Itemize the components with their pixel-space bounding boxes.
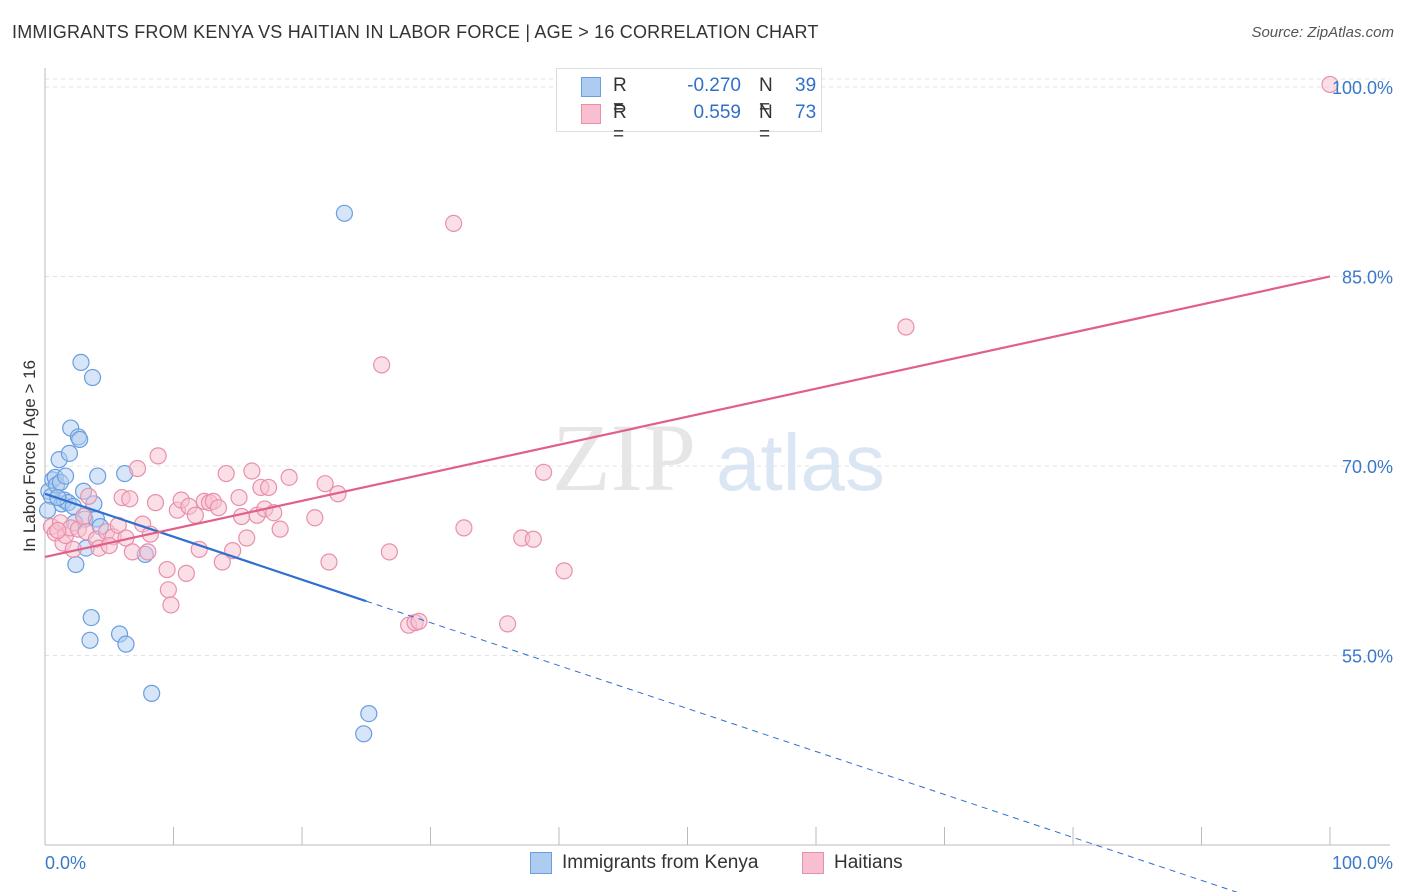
y-tick-label: 100.0%: [1332, 78, 1393, 98]
haitian-point: [100, 536, 118, 555]
kenya-trend-extension: [366, 600, 1238, 892]
kenya-point: [60, 444, 79, 462]
haitian-point: [259, 478, 278, 497]
axis-labels: 55.0% 70.0% 85.0% 100.0% 0.0% 100.0% In Labor …: [20, 78, 1393, 873]
haitian-point: [128, 459, 147, 478]
haitian-point: [149, 447, 167, 465]
y-tick-label: 55.0%: [1342, 646, 1393, 666]
haitian-point: [158, 560, 176, 579]
haitian-point: [186, 506, 204, 524]
kenya-point: [56, 467, 75, 485]
kenya-point: [335, 204, 354, 222]
haitian-point: [410, 612, 428, 630]
kenya-point: [82, 608, 100, 627]
haitian-point: [897, 318, 915, 336]
haitian-point: [380, 543, 398, 561]
haitian-point: [80, 487, 98, 505]
y-axis-label: In Labor Force | Age > 16: [20, 360, 39, 552]
watermark-atlas: atlas: [716, 418, 885, 507]
haitian-point: [524, 530, 542, 548]
legend-r-value: 0.559: [693, 102, 741, 123]
trend-lines: [44, 275, 1331, 892]
haitian-point: [320, 553, 338, 571]
haitian-point: [123, 543, 141, 561]
data-points: [38, 75, 1339, 743]
haitian-point: [217, 464, 235, 483]
bottom-legend-label-kenya: Immigrants from Kenya: [562, 852, 759, 873]
haitian-point: [306, 509, 324, 527]
haitian-point: [243, 462, 261, 480]
haitian-point: [555, 562, 573, 580]
haitian-point: [534, 463, 553, 481]
haitian-point: [121, 490, 139, 508]
kenya-point: [360, 705, 378, 723]
kenya-point: [83, 368, 102, 387]
y-tick-label: 70.0%: [1342, 457, 1393, 477]
kenya-point: [72, 353, 90, 371]
haitian-point: [373, 356, 391, 374]
haitian-point: [177, 564, 195, 582]
haitian-point: [162, 596, 180, 614]
chart-title: IMMIGRANTS FROM KENYA VS HAITIAN IN LABO…: [12, 22, 819, 42]
watermark-zip: ZIP: [552, 404, 696, 511]
bottom-legend-label-haitians: Haitians: [834, 852, 903, 873]
x-tick-label: 100.0%: [1332, 853, 1393, 873]
haitian-point: [146, 494, 165, 512]
haitian-point: [271, 520, 289, 538]
haitian-point: [499, 615, 517, 633]
watermark: ZIP atlas: [552, 404, 885, 511]
kenya-point: [67, 555, 85, 574]
haitian-point: [159, 581, 177, 599]
haitian-point: [1321, 75, 1339, 94]
legend-n-label: N =: [759, 102, 773, 145]
haitian-trend-line: [44, 275, 1331, 559]
haitian-point: [209, 499, 228, 517]
haitian-point: [455, 519, 473, 537]
kenya-point: [355, 725, 373, 743]
axes: [44, 68, 1390, 846]
legend-r-value: -0.270: [687, 75, 741, 96]
kenya-point: [38, 501, 57, 519]
haitian-point: [74, 507, 93, 526]
haitian-point: [49, 521, 67, 540]
haitian-point: [230, 488, 248, 507]
bottom-legend-swatch-haitians: [802, 852, 824, 874]
haitian-point: [233, 507, 251, 526]
legend-n-label: N =: [759, 75, 773, 118]
gridlines: [45, 78, 1390, 656]
legend-swatch-haitians: [581, 104, 601, 124]
correlation-legend: R = -0.270 N = 39 R = 0.559 N = 73: [556, 68, 822, 145]
kenya-point: [89, 467, 107, 485]
legend-swatch-kenya: [581, 77, 601, 97]
source-label: Source: ZipAtlas.com: [1251, 24, 1394, 41]
legend-r-label: R =: [613, 102, 627, 145]
legend-n-value: 39: [795, 75, 817, 96]
kenya-point: [117, 635, 135, 653]
kenya-point: [71, 430, 89, 449]
bottom-legend-swatch-kenya: [530, 852, 552, 874]
legend-r-label: R =: [613, 75, 627, 118]
y-tick-label: 85.0%: [1342, 267, 1393, 287]
haitian-point: [238, 529, 256, 547]
haitian-point: [139, 543, 157, 561]
haitian-point: [280, 468, 298, 486]
kenya-trend-line: [44, 492, 367, 603]
kenya-point: [81, 631, 99, 649]
kenya-point: [143, 684, 161, 702]
legend-n-value: 73: [795, 102, 817, 123]
haitian-point: [190, 540, 208, 558]
haitian-point: [445, 214, 463, 232]
haitian-point: [316, 475, 334, 493]
x-tick-label: 0.0%: [45, 853, 86, 873]
